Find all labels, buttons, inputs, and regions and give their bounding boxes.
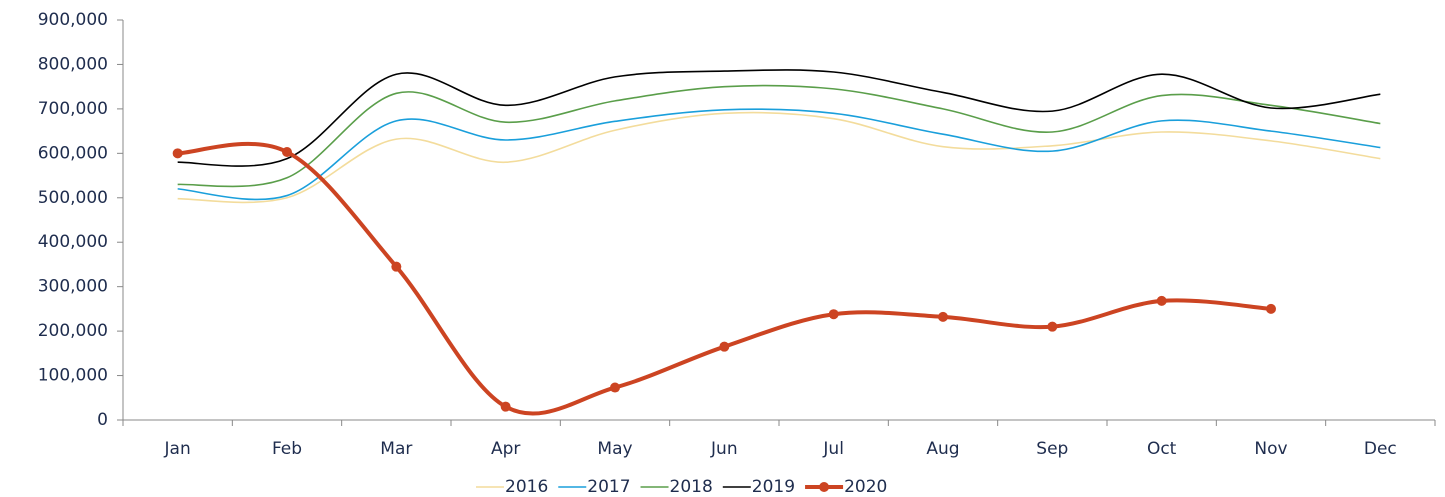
point xyxy=(391,261,402,272)
point xyxy=(1266,303,1276,314)
y-tick-label: 100,000 xyxy=(38,366,108,386)
point xyxy=(172,148,183,159)
y-tick-label: 600,000 xyxy=(38,143,108,163)
point xyxy=(1156,295,1167,306)
x-tick-label: Nov xyxy=(1254,439,1287,459)
y-tick-label: 900,000 xyxy=(38,10,108,30)
x-tick-label: Aug xyxy=(926,439,959,459)
x-tick-label: Mar xyxy=(380,439,412,459)
legend-label: 2017 xyxy=(587,477,630,497)
series-line xyxy=(177,84,1381,188)
point xyxy=(610,382,620,393)
legend-marker xyxy=(819,482,830,492)
x-tick-label: Jun xyxy=(710,439,738,459)
point xyxy=(282,147,292,157)
y-tick-label: 700,000 xyxy=(38,99,108,119)
x-tick-label: May xyxy=(597,439,632,459)
y-tick-label: 200,000 xyxy=(38,321,108,341)
series-line xyxy=(177,111,1381,204)
y-tick-label: 800,000 xyxy=(38,54,108,74)
x-tick-label: Sep xyxy=(1036,439,1068,459)
x-tick-label: Apr xyxy=(491,439,520,459)
legend-label: 2016 xyxy=(505,477,548,497)
legend-label: 2020 xyxy=(844,477,887,497)
series-line xyxy=(177,69,1381,167)
y-tick-label: 0 xyxy=(97,410,108,430)
legend-label: 2018 xyxy=(670,477,713,497)
x-tick-label: Dec xyxy=(1364,439,1397,459)
legend-label: 2019 xyxy=(752,477,795,497)
x-tick-label: Jul xyxy=(822,439,844,459)
point xyxy=(1047,321,1058,332)
series-line xyxy=(177,108,1381,201)
point xyxy=(719,341,730,352)
y-tick-label: 300,000 xyxy=(38,277,108,297)
point xyxy=(938,311,948,322)
y-tick-label: 500,000 xyxy=(38,188,108,208)
x-tick-label: Oct xyxy=(1147,439,1177,459)
point xyxy=(828,309,839,320)
y-tick-label: 400,000 xyxy=(38,232,108,252)
point xyxy=(500,401,511,412)
series-line xyxy=(177,141,1272,416)
x-tick-label: Jan xyxy=(164,439,191,459)
x-tick-label: Feb xyxy=(272,439,302,459)
